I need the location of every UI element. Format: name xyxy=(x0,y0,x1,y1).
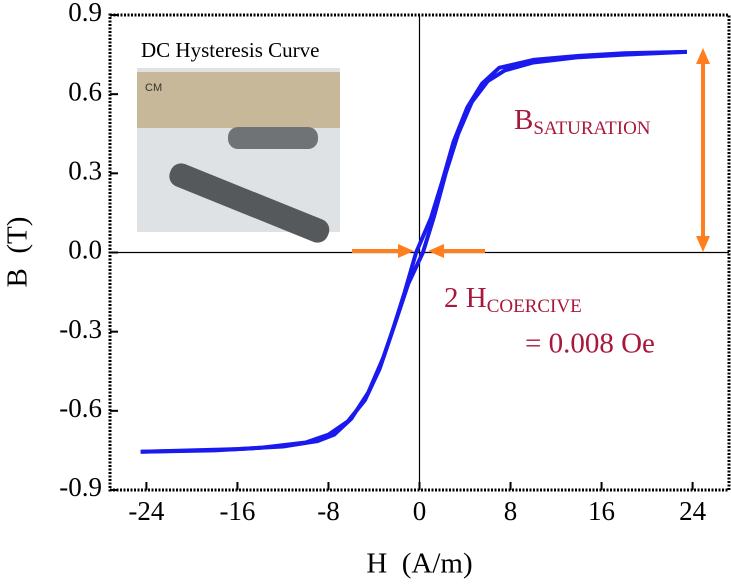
x-tick-label: -8 xyxy=(317,496,340,526)
ruler-mark: CM xyxy=(145,82,162,94)
inset-title: DC Hysteresis Curve xyxy=(141,38,319,62)
y-tick-label: 0.9 xyxy=(68,0,102,27)
annotation-text: 2 H xyxy=(444,282,487,314)
annotation-sub: COERCIVE xyxy=(487,296,582,317)
arrow-head xyxy=(398,244,414,258)
coercive-value: = 0.008 Oe xyxy=(525,328,655,360)
y-tick-label: -0.6 xyxy=(59,393,102,423)
rod xyxy=(169,163,330,243)
annotation-sub: SATURATION xyxy=(533,118,650,139)
curve xyxy=(140,49,687,454)
annotation-text: B xyxy=(514,104,533,136)
arrow-head xyxy=(696,236,710,252)
y-tick-label: -0.3 xyxy=(59,314,102,344)
saturation-label: BSATURATION xyxy=(514,104,651,140)
x-tick-label: 24 xyxy=(679,496,707,526)
rod xyxy=(228,127,318,149)
x-tick-label: 8 xyxy=(504,496,518,526)
coercive-label: 2 HCOERCIVE xyxy=(444,282,582,318)
x-tick-label: 0 xyxy=(413,496,427,526)
x-tick-label: 16 xyxy=(588,496,615,526)
arrow-head xyxy=(428,244,444,258)
y-tick-label: 0.6 xyxy=(68,76,102,106)
ruler xyxy=(137,72,340,128)
y-tick-label: -0.9 xyxy=(59,472,102,502)
x-tick-label: -24 xyxy=(128,496,164,526)
y-tick-label: 0.3 xyxy=(68,156,102,186)
x-tick-label: -16 xyxy=(219,496,255,526)
arrows xyxy=(352,48,710,258)
inset-photo: CM xyxy=(137,40,345,243)
arrow-head xyxy=(696,48,710,64)
y-tick-label: 0.0 xyxy=(68,235,102,265)
x-axis-label: H (A/m) xyxy=(366,548,472,580)
y-axis-label: B (T) xyxy=(2,217,34,288)
